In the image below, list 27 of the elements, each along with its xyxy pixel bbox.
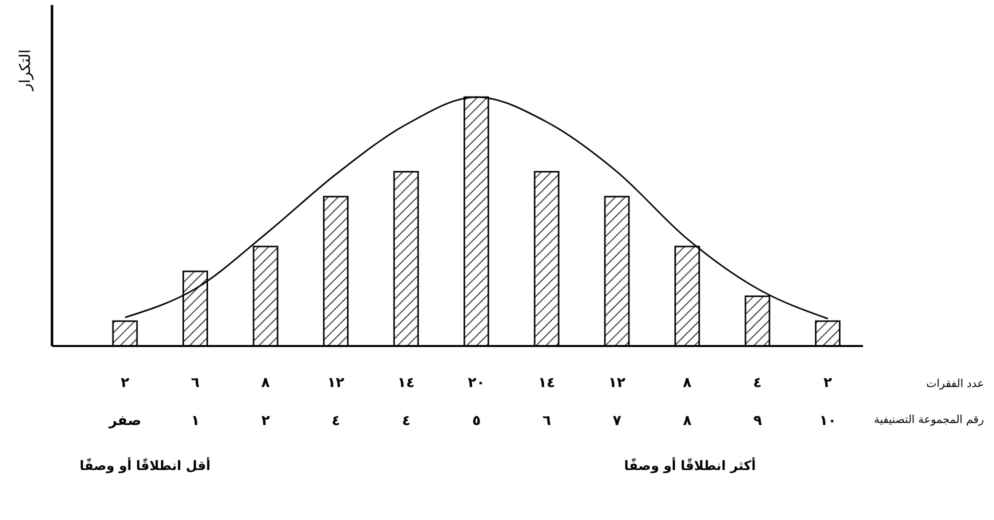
x-tick-label: ١٠ xyxy=(819,413,836,429)
data-label: ١٢ xyxy=(327,375,345,391)
data-label: ٢ xyxy=(823,375,832,391)
x-tick-label: ٤ xyxy=(402,413,410,429)
data-label: ٨ xyxy=(261,375,270,391)
x-tick-label: ٧ xyxy=(612,413,622,429)
data-label: ١٤ xyxy=(538,375,556,391)
data-label: ١٢ xyxy=(608,375,626,391)
text: أقل انطلاقًا أو وصفًا xyxy=(80,457,210,474)
data-label: ٦ xyxy=(191,375,200,391)
data-label: ٨ xyxy=(682,375,692,391)
y-axis-title: التكرار xyxy=(16,49,34,92)
data-label: ١٤ xyxy=(398,375,415,391)
x-tick-label: ٩ xyxy=(753,413,762,429)
x-tick-label: ٤ xyxy=(332,413,340,429)
x-tick-label: صفر xyxy=(108,413,142,429)
text: عدد الفقرات xyxy=(926,377,984,390)
x-tick-label: ٨ xyxy=(683,413,692,429)
x-tick-label: ٥ xyxy=(472,413,481,429)
x-tick-label: ١ xyxy=(191,413,200,429)
x-axis-title: رقم المجموعة التصنيفية xyxy=(874,413,984,426)
data-label: ٢ xyxy=(120,375,130,391)
data-label: ٢٠ xyxy=(468,375,485,391)
data-label: ٤ xyxy=(753,375,762,391)
text: أكثر انطلاقًا أو وصفًا xyxy=(624,457,756,474)
x-tick-label: ٦ xyxy=(542,413,552,429)
x-tick-label: ٢ xyxy=(261,413,270,429)
